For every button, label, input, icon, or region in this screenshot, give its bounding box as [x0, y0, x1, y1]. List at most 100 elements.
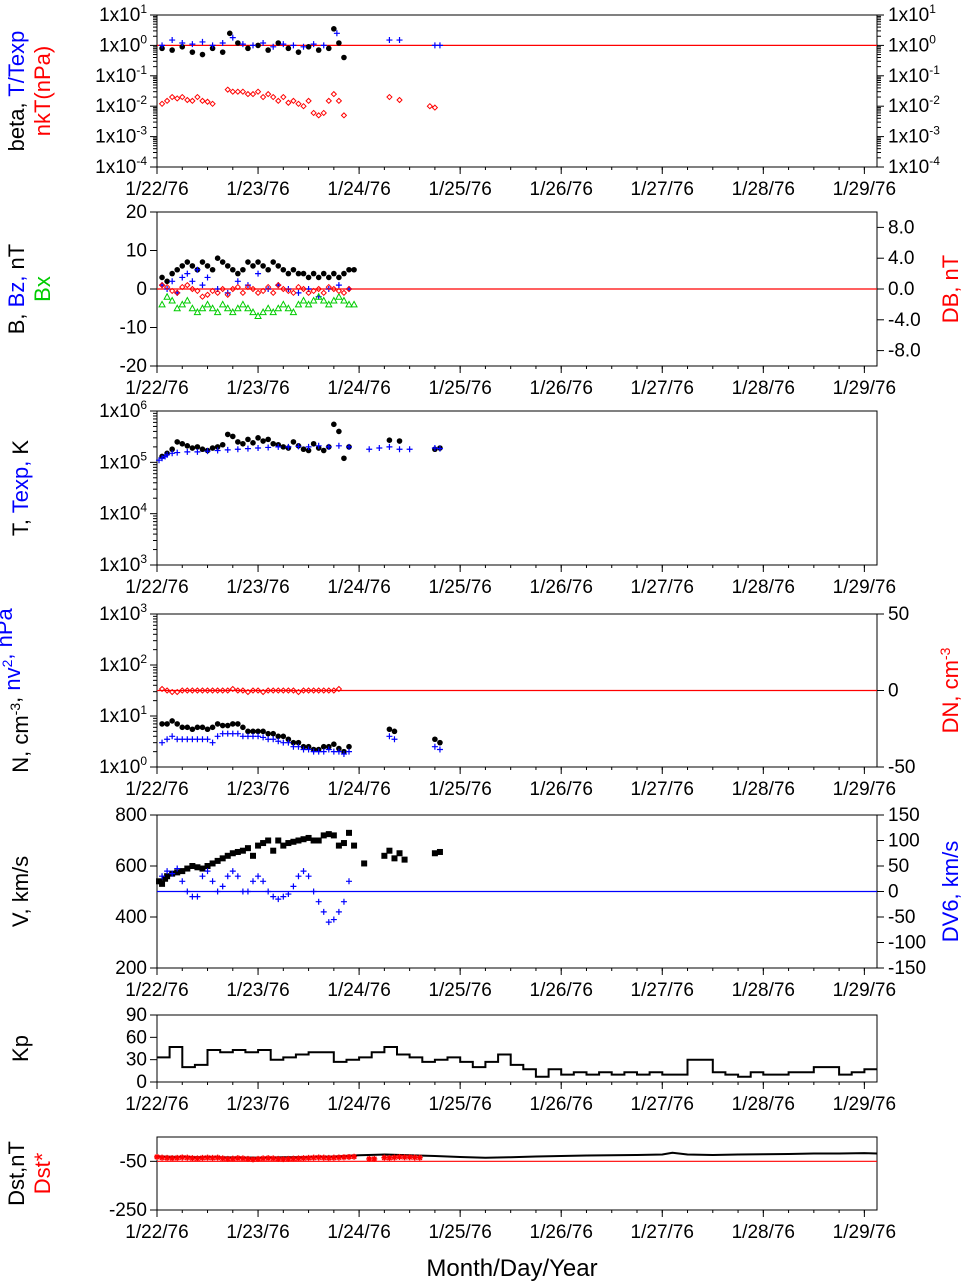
data-point — [179, 1154, 186, 1161]
data-point — [156, 878, 163, 885]
data-point — [295, 688, 302, 696]
y-tick-mantissa: 1x10 — [99, 504, 140, 525]
data-point — [290, 739, 297, 746]
data-point — [250, 1156, 256, 1163]
data-point — [285, 739, 292, 746]
data-point — [204, 687, 211, 694]
data-point — [209, 42, 216, 49]
series — [156, 442, 443, 464]
data-point — [229, 730, 236, 737]
data-point — [164, 451, 171, 458]
data-point — [174, 865, 181, 872]
data-point — [391, 1154, 398, 1161]
data-point — [351, 842, 358, 849]
x-tick-label: 1/24/76 — [327, 980, 390, 1001]
data-point — [184, 96, 191, 104]
y-axis-label-part: beta, — [4, 97, 29, 152]
y-axis-label-part: nv — [0, 667, 25, 690]
data-point — [260, 1155, 267, 1162]
data-point — [386, 1154, 393, 1161]
data-point — [189, 445, 196, 451]
data-point — [285, 443, 292, 450]
data-point — [224, 873, 231, 880]
data-point — [290, 439, 297, 445]
data-point — [406, 446, 413, 453]
data-point — [184, 448, 191, 455]
data-point — [245, 728, 251, 735]
data-point — [184, 736, 191, 743]
x-tick-label: 1/26/76 — [530, 378, 593, 399]
data-point — [189, 41, 196, 48]
data-point — [396, 96, 403, 104]
data-point — [250, 733, 256, 740]
data-point — [280, 444, 287, 450]
data-point — [285, 687, 292, 694]
data-point — [199, 51, 206, 58]
data-point — [174, 721, 181, 727]
data-point — [194, 93, 201, 101]
data-point — [254, 88, 262, 95]
y-tick-mantissa: 1x10 — [99, 555, 140, 576]
data-point — [194, 1155, 201, 1162]
data-point — [203, 300, 212, 308]
data-point — [371, 1155, 378, 1162]
data-point — [330, 748, 337, 755]
data-point — [168, 296, 177, 304]
data-point — [163, 687, 171, 694]
y-tick-label: 30 — [126, 1050, 147, 1071]
data-point — [259, 93, 267, 101]
data-point — [240, 440, 246, 447]
data-point — [351, 1153, 358, 1160]
x-tick-label: 1/26/76 — [530, 1094, 593, 1115]
data-point — [235, 439, 241, 445]
data-point — [335, 287, 343, 295]
data-point — [264, 304, 273, 312]
panel-beta: 1x1011x1001x10-11x10-21x10-31x10-41x1011… — [4, 2, 940, 200]
data-point — [330, 916, 337, 923]
data-point — [270, 1155, 277, 1162]
x-tick-label: 1/28/76 — [732, 1222, 795, 1243]
x-tick-label: 1/28/76 — [732, 577, 795, 598]
y-tick-label: 0 — [888, 681, 899, 702]
y-tick-label: 50 — [888, 604, 909, 625]
data-point — [219, 259, 226, 265]
data-point — [198, 304, 207, 312]
x-tick-label: 1/25/76 — [428, 378, 491, 399]
data-point — [234, 730, 241, 737]
data-point — [265, 837, 272, 844]
data-point — [285, 99, 292, 106]
data-point — [315, 748, 322, 755]
data-point — [158, 281, 166, 289]
y-tick-label: -250 — [109, 1200, 147, 1221]
data-point — [169, 270, 175, 277]
x-tick-label: 1/23/76 — [226, 179, 289, 200]
x-tick-label: 1/22/76 — [125, 1094, 188, 1115]
data-point — [275, 1155, 282, 1162]
data-point — [275, 263, 282, 269]
data-point — [224, 263, 231, 269]
data-point — [315, 442, 322, 449]
data-point — [396, 850, 403, 857]
data-point — [346, 1153, 352, 1160]
data-point — [431, 850, 438, 857]
data-point — [179, 263, 186, 269]
data-point — [244, 733, 251, 740]
data-point — [174, 449, 181, 456]
y-tick-exponent: 2 — [140, 652, 147, 666]
data-point — [325, 1154, 332, 1161]
data-point — [386, 726, 393, 733]
data-point — [325, 283, 332, 291]
data-point — [209, 445, 216, 451]
data-point — [366, 446, 373, 453]
data-point — [209, 287, 216, 295]
y-tick-label: 1x10-2 — [888, 93, 940, 117]
data-point — [310, 440, 317, 447]
data-point — [234, 1155, 241, 1162]
data-point — [265, 47, 271, 53]
data-point — [305, 687, 312, 694]
data-point — [381, 852, 388, 859]
data-point — [325, 274, 332, 281]
data-point — [255, 842, 262, 849]
data-point — [340, 750, 347, 757]
